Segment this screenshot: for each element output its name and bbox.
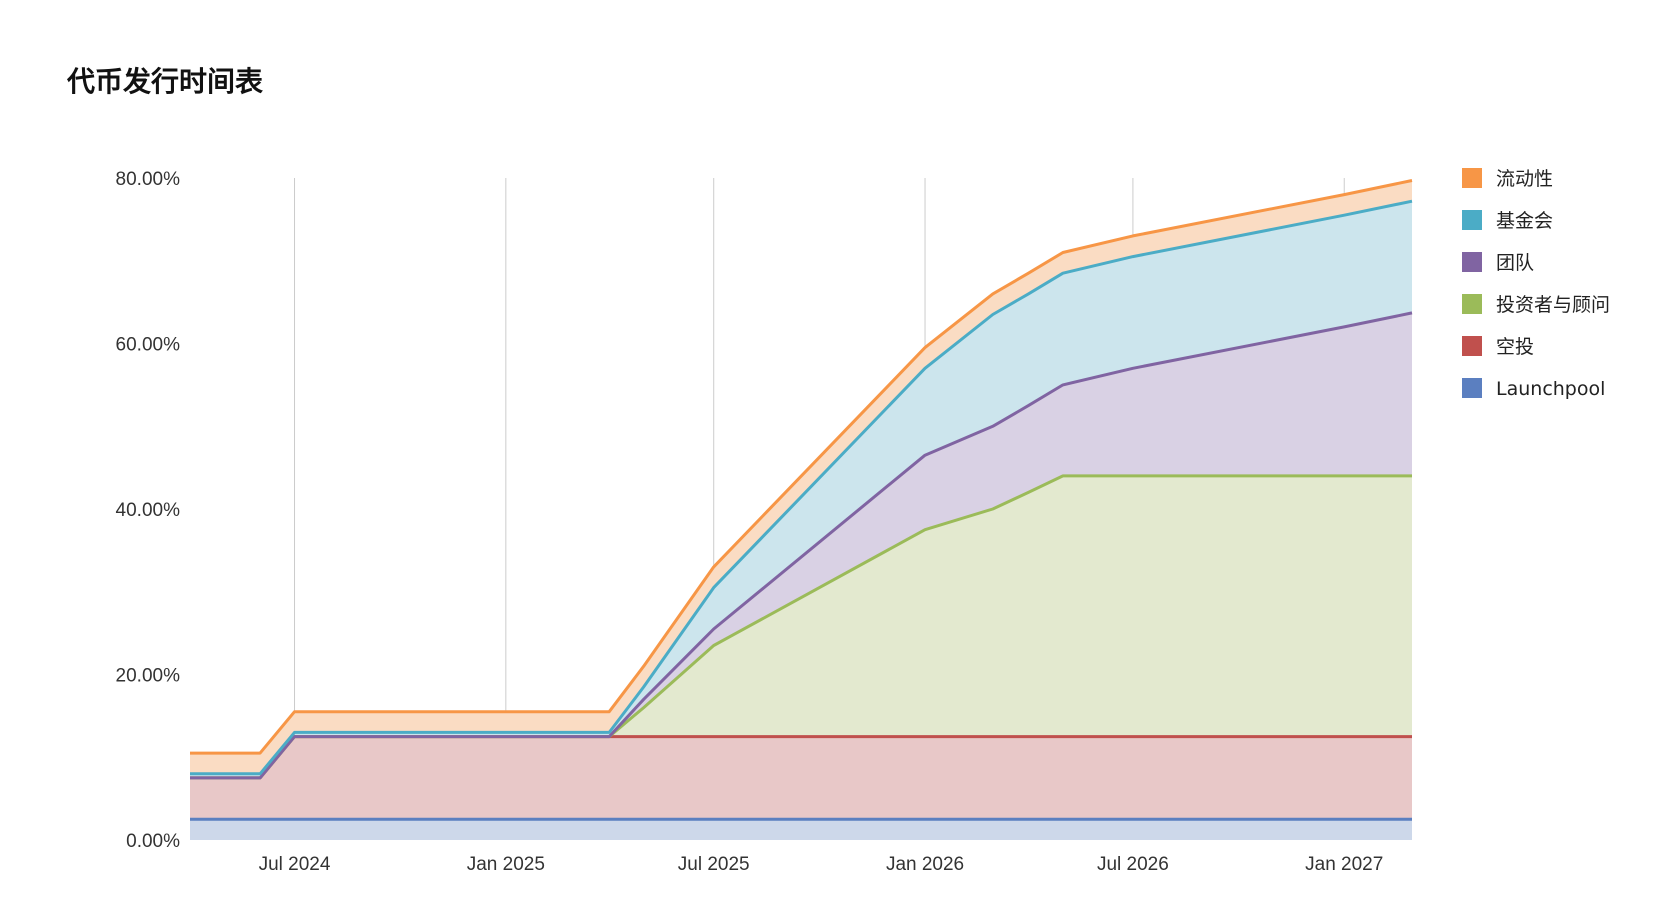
area-4 [190, 201, 1412, 778]
legend-swatch [1462, 378, 1482, 398]
x-tick-label: Jan 2027 [1305, 854, 1383, 875]
axes: Jul 2024 Jan 2025 Jul 2025 Jan 2026 Jul 2026… [116, 169, 1384, 875]
x-tick-label: Jan 2025 [467, 854, 545, 875]
legend-item: Launchpool [1462, 378, 1605, 400]
x-tick-label: Jul 2024 [259, 854, 331, 875]
y-tick-label: 0.00% [126, 831, 180, 852]
y-tick-label: 80.00% [116, 169, 181, 190]
legend-item: 流动性 [1462, 168, 1553, 190]
area-series [190, 180, 1412, 840]
y-tick-label: 60.00% [116, 335, 181, 356]
legend-item: 空投 [1462, 336, 1534, 358]
legend-swatch [1462, 210, 1482, 230]
series-line-5 [190, 179, 1413, 755]
x-tick-label: Jul 2025 [678, 854, 750, 875]
legend-swatch [1462, 168, 1482, 188]
legend-item: 投资者与顾问 [1462, 294, 1610, 316]
series-line-3 [190, 311, 1413, 780]
x-tick-label: Jul 2026 [1097, 854, 1169, 875]
area-0 [190, 819, 1412, 840]
legend-label: 流动性 [1496, 168, 1553, 190]
y-tick-label: 40.00% [116, 500, 181, 521]
legend-swatch [1462, 252, 1482, 272]
legend-swatch [1462, 336, 1482, 356]
y-tick-label: 20.00% [116, 666, 181, 687]
legend-label: 投资者与顾问 [1496, 294, 1610, 316]
legend-item: 基金会 [1462, 210, 1553, 232]
legend-label: Launchpool [1496, 378, 1605, 400]
legend-label: 团队 [1496, 252, 1534, 274]
x-tick-label: Jan 2026 [886, 854, 964, 875]
chart-title: 代币发行时间表 [67, 65, 264, 98]
legend-swatch [1462, 294, 1482, 314]
legend-item: 团队 [1462, 252, 1534, 274]
series-line-4 [190, 199, 1413, 776]
area-2 [190, 475, 1412, 778]
legend-label: 基金会 [1496, 210, 1553, 232]
area-3 [190, 312, 1412, 778]
legend-label: 空投 [1496, 336, 1534, 358]
area-1 [190, 736, 1412, 820]
series-lines [190, 179, 1413, 821]
